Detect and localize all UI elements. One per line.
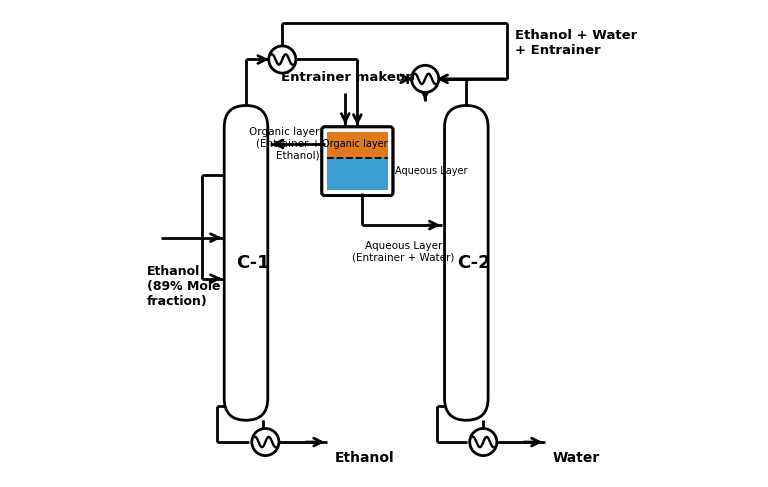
- Text: C-1: C-1: [237, 254, 270, 272]
- Circle shape: [252, 429, 279, 456]
- Text: Organic layer
(Entrainer +
Ethanol): Organic layer (Entrainer + Ethanol): [250, 127, 319, 161]
- FancyBboxPatch shape: [445, 106, 488, 420]
- Text: C-2: C-2: [457, 254, 491, 272]
- Bar: [327, 132, 388, 158]
- Text: Aqueous Layer: Aqueous Layer: [395, 166, 468, 175]
- FancyBboxPatch shape: [322, 127, 393, 196]
- FancyBboxPatch shape: [224, 106, 268, 420]
- Text: Organic layer: Organic layer: [322, 139, 388, 149]
- Circle shape: [470, 429, 497, 456]
- Text: Aqueous Layer
(Entrainer + Water): Aqueous Layer (Entrainer + Water): [353, 241, 455, 262]
- Bar: [327, 158, 388, 190]
- Text: Water: Water: [552, 451, 600, 465]
- Text: Ethanol
(89% Mole
fraction): Ethanol (89% Mole fraction): [147, 264, 220, 308]
- Circle shape: [269, 46, 296, 73]
- Text: Entrainer makeup: Entrainer makeup: [281, 71, 415, 84]
- Circle shape: [412, 65, 439, 93]
- Text: Ethanol: Ethanol: [335, 451, 394, 465]
- Text: Ethanol + Water
+ Entrainer: Ethanol + Water + Entrainer: [515, 29, 637, 56]
